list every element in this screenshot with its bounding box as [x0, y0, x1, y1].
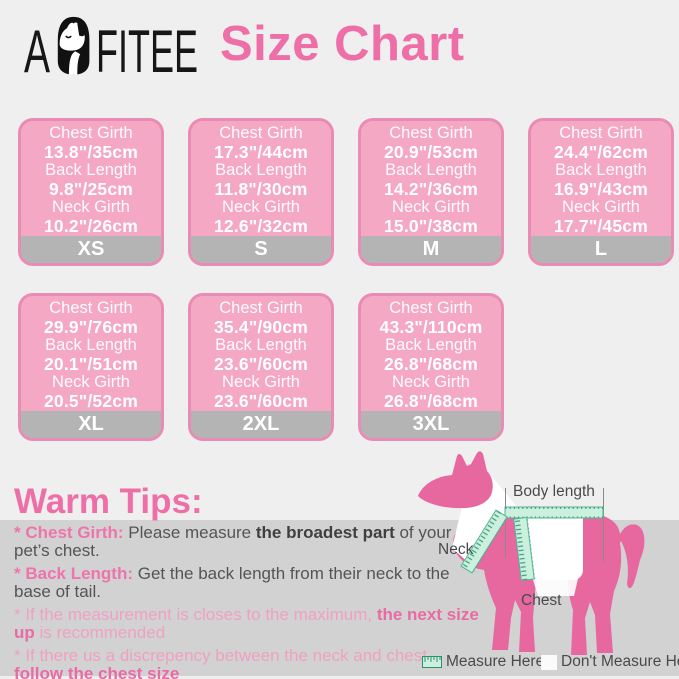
size-card-xs: Chest Girth 13.8"/35cm Back Length 9.8"/…: [18, 118, 164, 266]
neck-girth-label: Neck Girth: [562, 198, 640, 216]
legend-measure-text: Measure Here: [446, 653, 545, 670]
chest-girth-value: 29.9"/76cm: [44, 316, 138, 337]
neck-girth-label: Neck Girth: [222, 198, 300, 216]
chest-label: Chest: [521, 592, 562, 609]
tip-back-length: * Back Length: Get the back length from …: [14, 564, 450, 601]
size-card-measurements: Chest Girth 43.3"/110cm Back Length 26.8…: [361, 296, 501, 410]
neck-girth-label: Neck Girth: [52, 198, 130, 216]
size-badge: XL: [21, 411, 161, 438]
size-card-2xl: Chest Girth 35.4"/90cm Back Length 23.6"…: [188, 293, 334, 441]
size-card-m: Chest Girth 20.9"/53cm Back Length 14.2"…: [358, 118, 504, 266]
neck-girth-label: Neck Girth: [52, 373, 130, 391]
size-card-measurements: Chest Girth 29.9"/76cm Back Length 20.1"…: [21, 296, 161, 410]
neck-girth-value: 12.6"/32cm: [214, 215, 308, 236]
body-length-guides: [505, 488, 604, 562]
measure-tape-icon: [422, 656, 442, 668]
neck-girth-label: Neck Girth: [392, 198, 470, 216]
size-badge: L: [531, 236, 671, 263]
back-length-value: 11.8"/30cm: [214, 178, 308, 199]
size-badge: 3XL: [361, 411, 501, 438]
neck-girth-value: 15.0"/38cm: [384, 215, 478, 236]
size-card-3xl: Chest Girth 43.3"/110cm Back Length 26.8…: [358, 293, 504, 441]
size-card-measurements: Chest Girth 17.3"/44cm Back Length 11.8"…: [191, 121, 331, 235]
tip-size-up: * If the measurement is closes to the ma…: [14, 605, 479, 642]
back-length-value: 9.8"/25cm: [48, 178, 134, 199]
back-length-value: 14.2"/36cm: [384, 178, 478, 199]
chest-girth-label: Chest Girth: [49, 124, 133, 142]
size-card-s: Chest Girth 17.3"/44cm Back Length 11.8"…: [188, 118, 334, 266]
chest-tape: [513, 516, 536, 582]
tip-chest-girth-label: * Chest Girth:: [14, 523, 129, 542]
legend-measure-here: Measure Here: [422, 653, 544, 671]
warm-tips-list: * Chest Girth: Please measure the broade…: [14, 524, 484, 679]
neck-girth-value: 17.7"/45cm: [554, 215, 648, 236]
chest-girth-label: Chest Girth: [389, 124, 473, 142]
tip-back-length-label: * Back Length:: [14, 564, 138, 583]
back-length-label: Back Length: [215, 336, 307, 354]
dog-silhouette: [418, 451, 645, 655]
legend-dont-measure-here: Don't Measure Here: [541, 653, 679, 671]
garment-shape: [526, 509, 583, 580]
dog-head-logo-icon: [57, 16, 90, 75]
neck-girth-value: 10.2"/26cm: [44, 215, 138, 236]
size-card-measurements: Chest Girth 35.4"/90cm Back Length 23.6"…: [191, 296, 331, 410]
neck-tape: [460, 509, 508, 574]
tip-discrepancy: * If there us a discrepency between the …: [14, 646, 432, 679]
size-card-measurements: Chest Girth 24.4"/62cm Back Length 16.9"…: [531, 121, 671, 235]
neck-girth-value: 26.8"/68cm: [384, 390, 478, 411]
chest-girth-value: 35.4"/90cm: [214, 316, 308, 337]
neck-girth-value: 23.6"/60cm: [214, 390, 308, 411]
dog-illustration: [418, 451, 645, 655]
legend-dont-text: Don't Measure Here: [561, 653, 679, 670]
size-card-measurements: Chest Girth 13.8"/35cm Back Length 9.8"/…: [21, 121, 161, 235]
neck-girth-value: 20.5"/52cm: [44, 390, 138, 411]
back-length-label: Back Length: [215, 161, 307, 179]
chest-girth-label: Chest Girth: [219, 124, 303, 142]
warm-tips-heading: Warm Tips:: [14, 482, 203, 521]
body-length-label: Body length: [513, 483, 595, 500]
chest-girth-value: 13.8"/35cm: [44, 141, 138, 162]
chest-girth-value: 20.9"/53cm: [384, 141, 478, 162]
size-card-l: Chest Girth 24.4"/62cm Back Length 16.9"…: [528, 118, 674, 266]
body-length-tape: [504, 506, 604, 519]
chest-girth-label: Chest Girth: [219, 299, 303, 317]
back-length-value: 16.9"/43cm: [554, 178, 648, 199]
size-badge: M: [361, 236, 501, 263]
size-badge: S: [191, 236, 331, 263]
dont-measure-swatch-icon: [541, 654, 557, 670]
brand-letter-a: A: [24, 18, 50, 82]
chest-girth-value: 43.3"/110cm: [379, 316, 483, 337]
page-title: Size Chart: [220, 17, 465, 71]
brand-letters-fitee: FITEE: [96, 18, 198, 82]
back-length-label: Back Length: [385, 336, 477, 354]
size-card-measurements: Chest Girth 20.9"/53cm Back Length 14.2"…: [361, 121, 501, 235]
chest-girth-value: 17.3"/44cm: [214, 141, 308, 162]
back-length-label: Back Length: [45, 336, 137, 354]
chest-girth-label: Chest Girth: [389, 299, 473, 317]
chest-girth-value: 24.4"/62cm: [554, 141, 648, 162]
neck-girth-label: Neck Girth: [222, 373, 300, 391]
size-badge: 2XL: [191, 411, 331, 438]
size-badge: XS: [21, 236, 161, 263]
chest-girth-label: Chest Girth: [49, 299, 133, 317]
brand-logo: A FITEE: [24, 16, 198, 82]
back-length-value: 26.8"/68cm: [384, 353, 478, 374]
back-length-label: Back Length: [45, 161, 137, 179]
back-length-value: 23.6"/60cm: [214, 353, 308, 374]
neck-label: Neck: [438, 541, 474, 558]
neck-girth-label: Neck Girth: [392, 373, 470, 391]
dog-measurement-diagram: Body length Neck Chest Measure Here Don'…: [400, 450, 679, 679]
chest-girth-label: Chest Girth: [559, 124, 643, 142]
back-length-value: 20.1"/51cm: [44, 353, 138, 374]
back-length-label: Back Length: [555, 161, 647, 179]
back-length-label: Back Length: [385, 161, 477, 179]
tip-chest-girth: * Chest Girth: Please measure the broade…: [14, 523, 452, 560]
size-card-xl: Chest Girth 29.9"/76cm Back Length 20.1"…: [18, 293, 164, 441]
